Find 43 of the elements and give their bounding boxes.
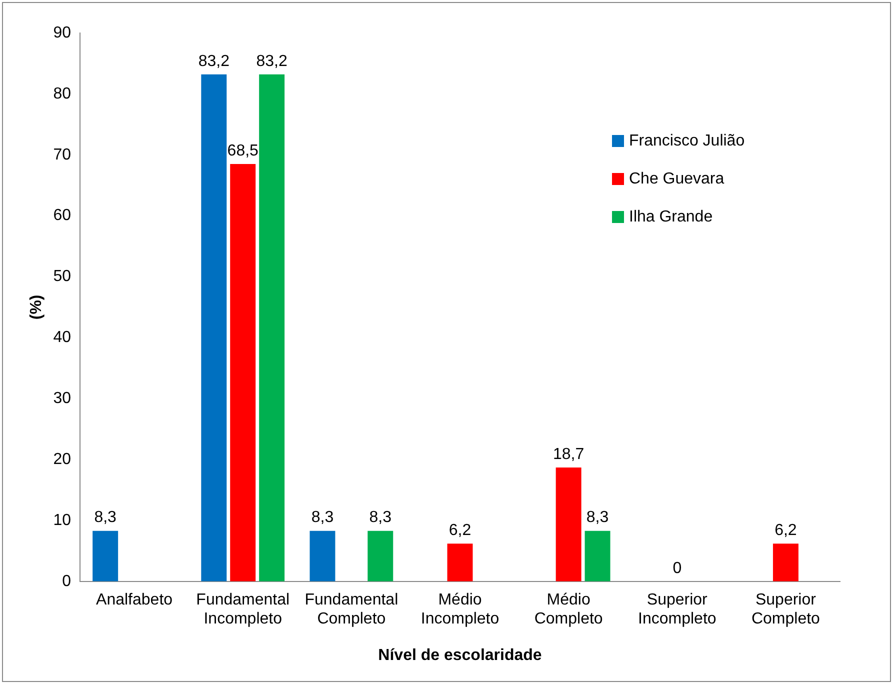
bar (584, 530, 610, 582)
data-label: 0 (672, 560, 682, 577)
y-tick-label: 70 (53, 146, 72, 164)
bar (201, 74, 227, 582)
data-label: 6,2 (448, 522, 472, 540)
y-tick-label: 20 (53, 450, 72, 468)
bar (772, 544, 798, 582)
data-label: 8,3 (586, 509, 609, 526)
legend-label: Francisco Julião (629, 132, 745, 150)
bar (259, 74, 285, 582)
y-tick-label: 10 (53, 512, 72, 529)
x-tick-label: Analfabeto (96, 591, 173, 608)
data-label: 8,3 (369, 509, 392, 526)
data-label: 83,2 (198, 52, 230, 70)
x-tick-label: Médio Incompleto (420, 591, 500, 628)
y-tick-label: 90 (53, 24, 72, 42)
bar (92, 530, 118, 582)
x-tick-label: Fundamental Incompleto (196, 591, 290, 628)
x-tick-label: Superior Completo (751, 591, 820, 628)
bar (447, 544, 473, 582)
y-tick-label: 30 (53, 390, 72, 408)
bar (310, 530, 336, 582)
x-tick-label: Fundamental Completo (304, 591, 398, 628)
y-tick-label: 50 (53, 268, 72, 286)
x-tick-label: Superior Incompleto (638, 591, 716, 628)
bar (230, 164, 256, 582)
y-tick-label: 0 (62, 572, 72, 590)
data-label: 68,5 (227, 142, 259, 160)
bar (368, 530, 394, 582)
data-label: 18,7 (553, 446, 584, 463)
y-tick-label: 60 (53, 207, 72, 224)
y-axis-title: (%) (28, 294, 46, 320)
legend-label: Ilha Grande (629, 208, 713, 226)
legend-label: Che Guevara (629, 170, 724, 188)
bar (556, 467, 582, 582)
data-label: 6,2 (774, 522, 797, 540)
x-axis-title: Nível de escolaridade (378, 646, 542, 664)
y-tick-label: 40 (53, 329, 72, 346)
data-label: 8,3 (94, 509, 117, 526)
data-label: 8,3 (311, 509, 334, 526)
data-label: 83,2 (256, 52, 288, 70)
x-tick-label: Médio Completo (534, 591, 603, 628)
y-tick-label: 80 (53, 85, 72, 102)
